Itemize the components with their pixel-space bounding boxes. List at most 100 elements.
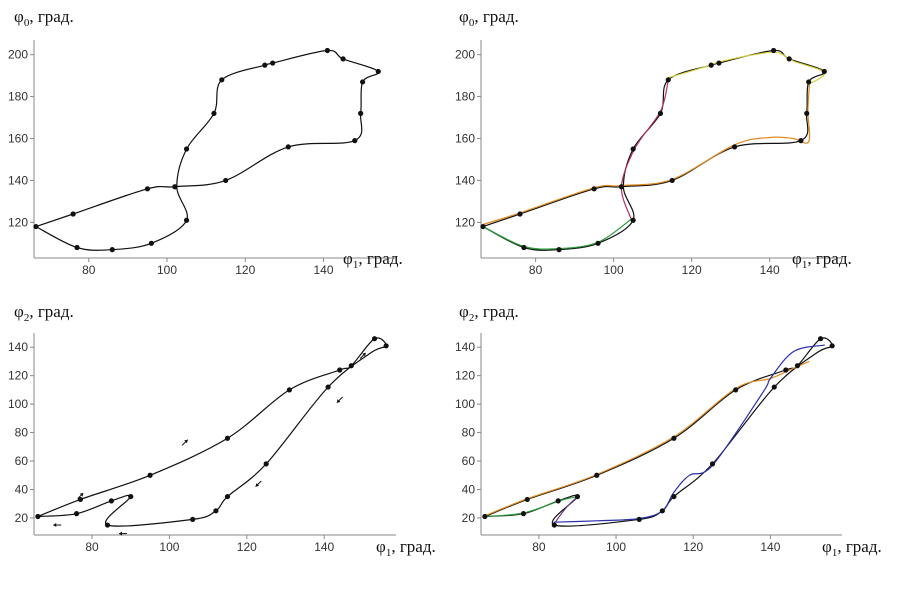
data-point xyxy=(33,223,39,230)
data-point xyxy=(591,186,597,192)
y-tick-label: 100 xyxy=(8,397,28,411)
data-point xyxy=(798,138,804,144)
data-point xyxy=(325,384,331,390)
data-point xyxy=(709,461,716,467)
y-tick-label: 140 xyxy=(455,340,475,354)
y-axis-label: φ2, град. xyxy=(14,302,74,324)
data-point xyxy=(108,498,114,504)
y-tick-label: 200 xyxy=(455,48,475,62)
data-point xyxy=(148,240,154,246)
data-point xyxy=(270,60,276,66)
x-tick-label: 140 xyxy=(760,263,780,277)
data-point xyxy=(213,508,219,514)
data-point xyxy=(524,496,530,503)
y-tick-label: 80 xyxy=(462,426,476,440)
y-axis-label: φ2, град. xyxy=(459,302,519,324)
data-point xyxy=(783,367,789,373)
data-point xyxy=(806,79,812,85)
y-axis-label: φ0, град. xyxy=(459,7,519,29)
data-point xyxy=(74,244,80,251)
data-point xyxy=(618,184,625,190)
y-tick-label: 200 xyxy=(8,48,28,62)
data-point xyxy=(771,384,777,390)
direction-arrowhead xyxy=(53,523,57,528)
y-tick-label: 100 xyxy=(455,397,475,411)
y-tick-label: 120 xyxy=(455,215,475,229)
data-point xyxy=(556,247,562,253)
series-line-0 xyxy=(37,337,387,527)
data-point xyxy=(35,513,41,520)
data-point xyxy=(480,223,486,230)
data-point xyxy=(594,472,600,478)
data-point xyxy=(636,516,642,522)
data-point xyxy=(70,211,76,217)
chart-panel-bottom-right: 20 40 60 80 100 120 140 80 100 120 140 φ2, град. φ1,… xyxy=(455,302,882,559)
x-tick-label: 100 xyxy=(157,263,177,277)
x-tick-label: 140 xyxy=(314,540,334,554)
data-point xyxy=(263,461,269,467)
data-point xyxy=(211,110,217,116)
data-point xyxy=(794,363,801,369)
data-point xyxy=(172,184,178,190)
series-line-0 xyxy=(35,49,380,251)
data-point xyxy=(482,513,488,520)
data-point xyxy=(521,244,527,251)
series-line-2 xyxy=(553,344,825,523)
data-point xyxy=(190,516,196,522)
series-line-1 xyxy=(484,360,810,517)
series-line-4 xyxy=(484,496,579,518)
y-tick-label: 120 xyxy=(455,369,475,383)
data-point xyxy=(731,144,738,150)
data-point xyxy=(77,496,84,503)
data-point xyxy=(262,62,268,68)
series-line-3 xyxy=(620,79,669,220)
data-point xyxy=(630,146,636,152)
data-point xyxy=(128,493,134,500)
x-tick-label: 100 xyxy=(606,540,626,554)
x-axis-label: φ1, град. xyxy=(822,537,882,559)
data-point xyxy=(352,138,358,144)
direction-arrowhead xyxy=(119,531,122,536)
data-point xyxy=(109,247,115,253)
data-point xyxy=(817,336,824,342)
data-point xyxy=(551,522,557,528)
y-tick-label: 180 xyxy=(455,90,475,104)
x-axis-label: φ1, град. xyxy=(343,249,403,271)
y-tick-label: 140 xyxy=(8,173,28,187)
data-point xyxy=(183,146,190,152)
chart-panel-top-left: 120 140 160 180 200 80 100 120 140 φ0, град. φ1, г… xyxy=(8,7,403,277)
y-tick-label: 180 xyxy=(8,90,28,104)
data-point xyxy=(348,363,354,369)
data-point xyxy=(224,493,231,500)
x-tick-label: 80 xyxy=(532,540,546,554)
data-point xyxy=(770,47,777,54)
direction-arrowhead xyxy=(362,352,366,357)
y-tick-label: 140 xyxy=(455,173,475,187)
y-tick-label: 120 xyxy=(8,369,28,383)
data-point xyxy=(671,493,677,500)
data-point xyxy=(829,343,835,349)
y-tick-label: 20 xyxy=(15,511,29,525)
data-point xyxy=(324,47,331,54)
x-tick-label: 80 xyxy=(82,263,96,277)
data-point xyxy=(358,110,364,116)
y-tick-label: 80 xyxy=(15,426,29,440)
data-point xyxy=(360,79,366,85)
data-point xyxy=(574,493,581,500)
data-point xyxy=(183,217,190,223)
data-point xyxy=(520,511,527,517)
data-point xyxy=(340,56,346,62)
x-tick-label: 120 xyxy=(682,263,702,277)
y-tick-label: 60 xyxy=(15,454,29,468)
y-tick-label: 120 xyxy=(8,215,28,229)
data-point xyxy=(375,68,381,75)
y-tick-label: 40 xyxy=(15,482,29,496)
data-point xyxy=(555,498,561,504)
x-axis-label: φ1, град. xyxy=(376,537,436,559)
data-point xyxy=(786,56,792,62)
data-point xyxy=(147,472,153,478)
data-point xyxy=(73,511,80,517)
data-point xyxy=(595,240,601,246)
data-point xyxy=(671,435,677,441)
